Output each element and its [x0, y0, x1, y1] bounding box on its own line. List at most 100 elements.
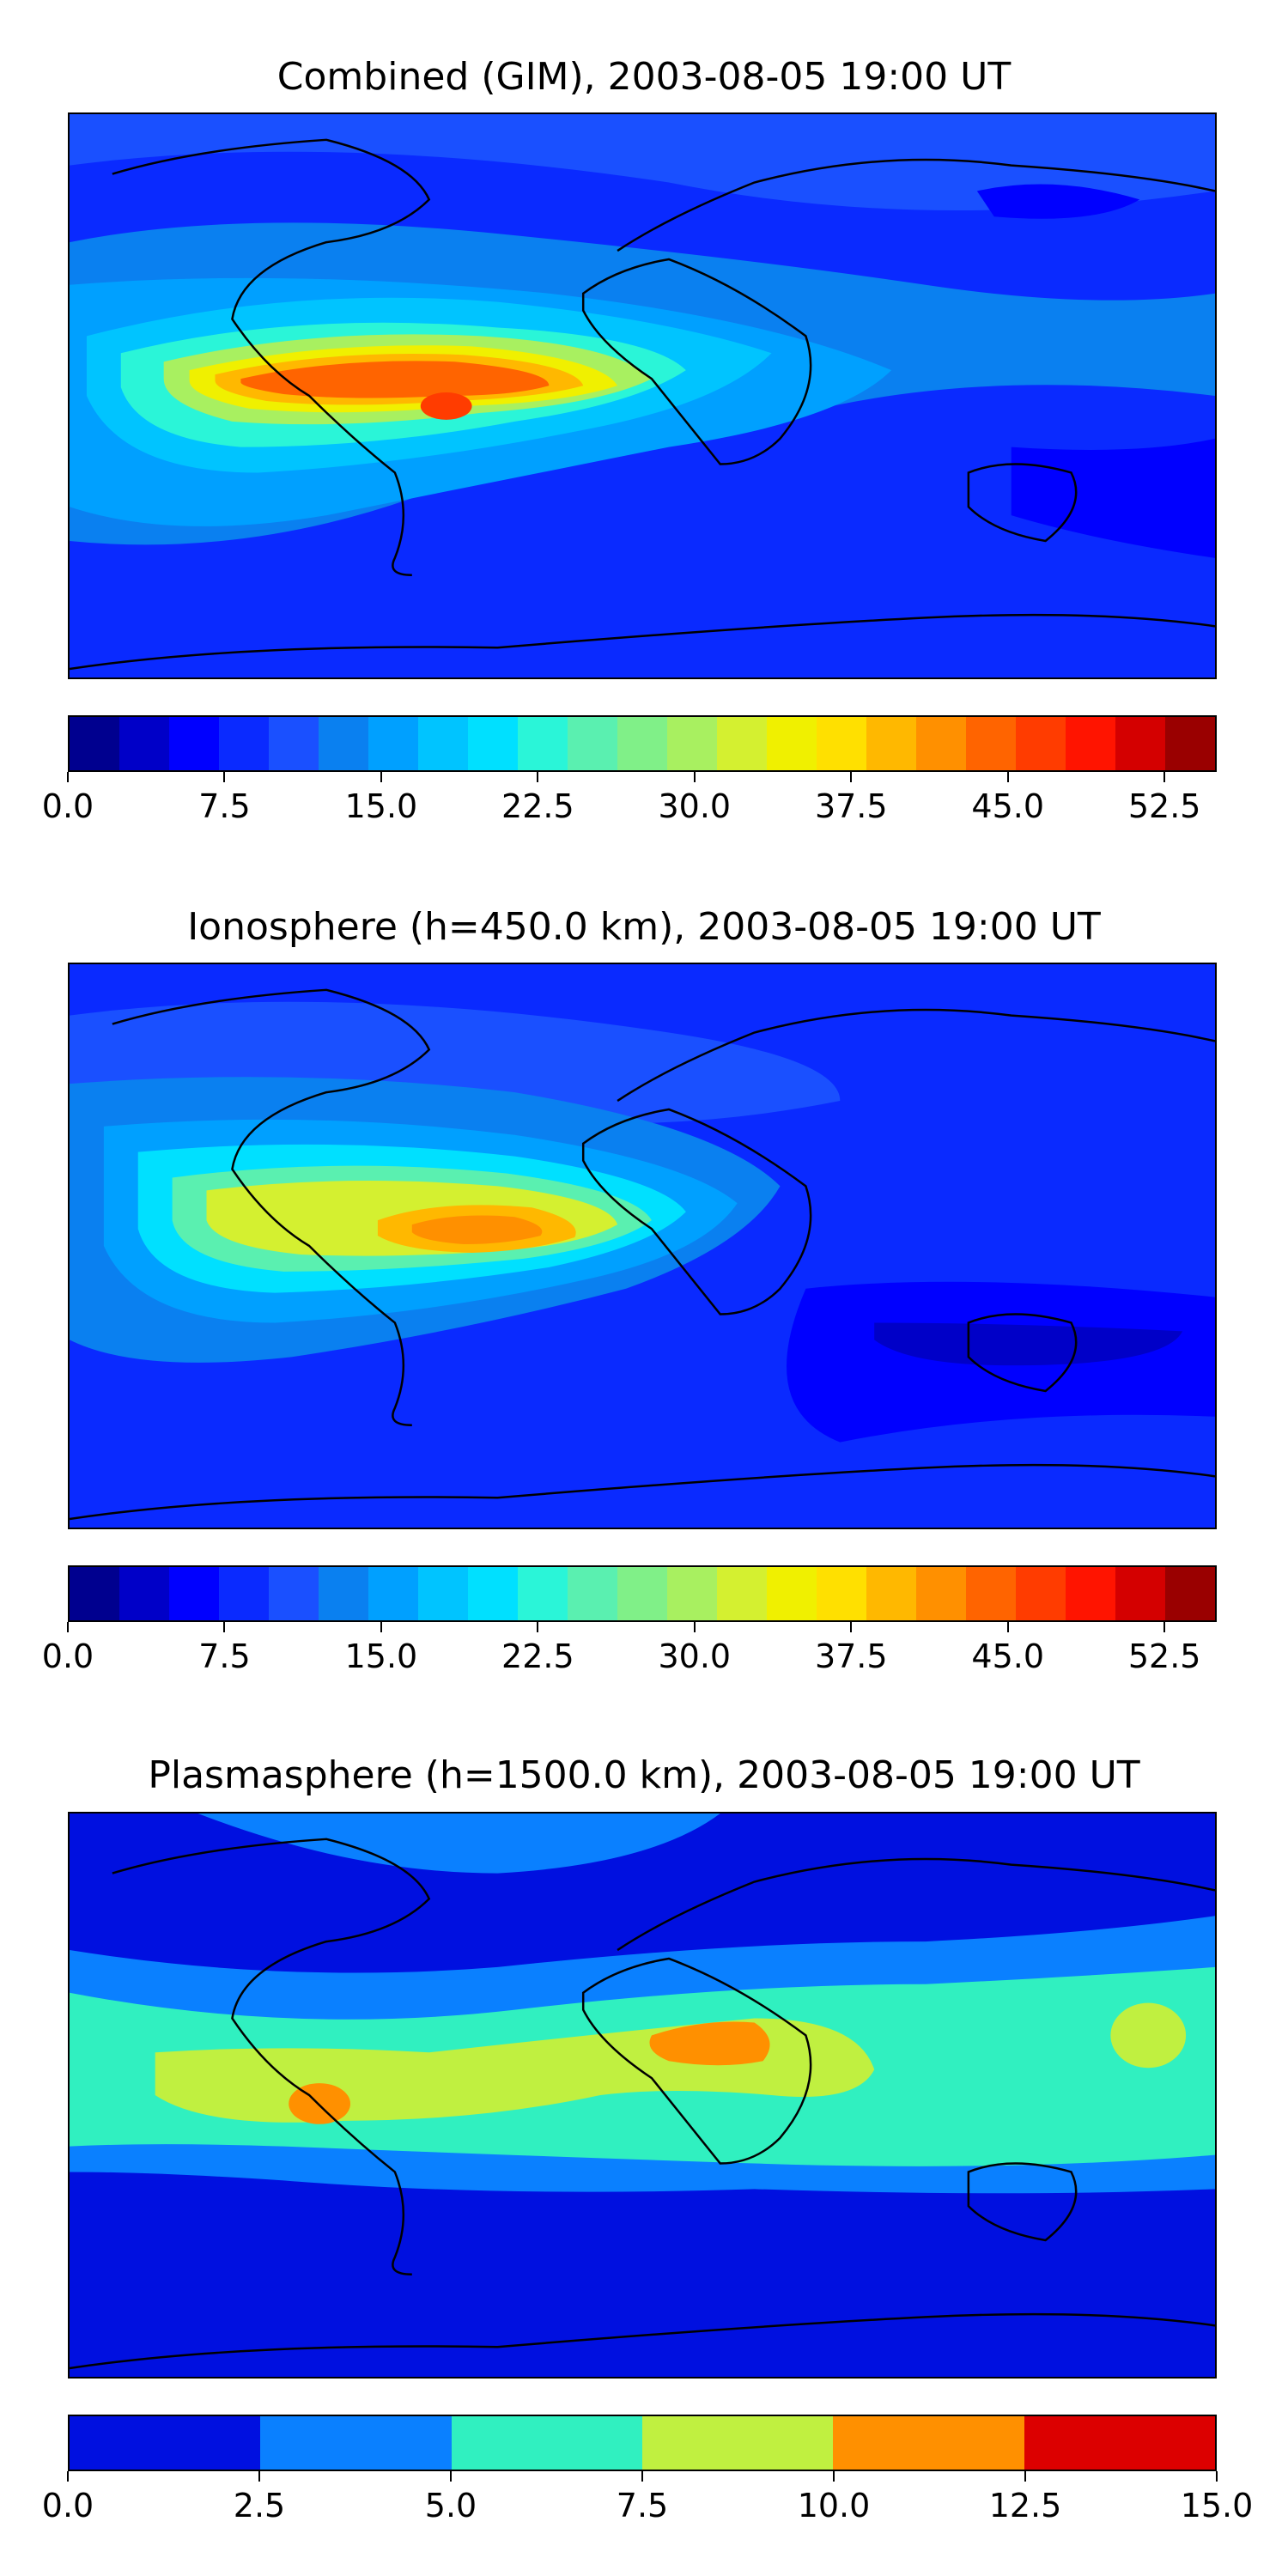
colorbar-tick-label: 10.0 — [797, 2487, 871, 2524]
colorbar-ticks-combined: 0.0 7.5 15.0 22.5 30.0 37.5 45.0 52.5 — [42, 772, 1217, 832]
colorbar-level — [817, 717, 866, 770]
coastline-australia — [967, 1313, 1078, 1393]
colorbar-ticks-plasmasphere: 0.0 2.5 5.0 7.5 10.0 12.5 15.0 — [42, 2471, 1253, 2531]
colorbar-level — [1066, 1567, 1115, 1620]
colorbar-level — [451, 2416, 642, 2470]
tec-contour-map — [70, 114, 1215, 677]
colorbar-level — [767, 1567, 817, 1620]
map-combined — [68, 112, 1217, 679]
colorbar-level — [966, 717, 1016, 770]
colorbar-level — [70, 2416, 261, 2470]
colorbar-level — [916, 1567, 966, 1620]
colorbar-level — [641, 2416, 834, 2470]
colorbar-level — [119, 1567, 169, 1620]
colorbar-level — [219, 1567, 269, 1620]
colorbar-level — [518, 717, 568, 770]
colorbar-level — [418, 1567, 468, 1620]
panel-title-ionosphere: Ionosphere (h=450.0 km), 2003-08-05 19:0… — [187, 905, 1101, 949]
coastline-antarctica — [70, 1463, 1215, 1521]
colorbar-tick-label: 7.5 — [616, 2487, 669, 2524]
colorbar-tick-label: 15.0 — [344, 1637, 418, 1675]
colorbar-tick-label: 45.0 — [971, 787, 1045, 825]
colorbar-tick-label: 15.0 — [1180, 2487, 1254, 2524]
colorbar-level — [269, 717, 319, 770]
colorbar-level — [866, 717, 916, 770]
colorbar-tick-label: 0.0 — [41, 2487, 94, 2524]
colorbar-level — [269, 1567, 319, 1620]
colorbar-level — [717, 717, 767, 770]
colorbar-tick-label: 7.5 — [198, 1637, 251, 1675]
colorbar-plasmasphere — [68, 2415, 1217, 2471]
coastline-africa — [581, 258, 812, 465]
colorbar-level — [916, 717, 966, 770]
colorbar-level — [219, 717, 269, 770]
colorbar-tick-label: 22.5 — [501, 1637, 574, 1675]
coastline-africa — [581, 1957, 812, 2165]
coastline-eurasia — [617, 1857, 1215, 1952]
coastline-americas — [112, 1838, 431, 2275]
colorbar-level — [667, 717, 717, 770]
colorbar-level — [966, 1567, 1016, 1620]
colorbar-level — [468, 1567, 518, 1620]
colorbar-level — [169, 1567, 219, 1620]
colorbar-level — [70, 717, 119, 770]
colorbar-tick-label: 45.0 — [971, 1637, 1045, 1675]
colorbar-level — [468, 717, 518, 770]
colorbar-level — [418, 717, 468, 770]
colorbar-tick-label: 7.5 — [198, 787, 251, 825]
colorbar-level — [817, 1567, 866, 1620]
colorbar-ticks-ionosphere: 0.0 7.5 15.0 22.5 30.0 37.5 45.0 52.5 — [42, 1622, 1217, 1682]
colorbar-tick-label: 30.0 — [658, 787, 732, 825]
coastline-australia — [967, 2162, 1078, 2242]
map-ionosphere — [68, 963, 1217, 1529]
colorbar-tick-label: 22.5 — [501, 787, 574, 825]
colorbar-level — [70, 1567, 119, 1620]
colorbar-level — [119, 717, 169, 770]
colorbar-level — [1024, 2416, 1215, 2470]
colorbar-level — [1016, 1567, 1066, 1620]
colorbar-level — [1016, 717, 1066, 770]
colorbar-level — [1165, 717, 1215, 770]
colorbar-tick-label: 12.5 — [988, 2487, 1062, 2524]
colorbar-level — [518, 1567, 568, 1620]
colorbar-tick-label: 52.5 — [1127, 787, 1201, 825]
colorbar-level — [717, 1567, 767, 1620]
colorbar-level — [866, 1567, 916, 1620]
colorbar-level — [833, 2416, 1024, 2470]
colorbar-level — [319, 717, 368, 770]
panel-title-plasmasphere: Plasmasphere (h=1500.0 km), 2003-08-05 1… — [148, 1753, 1140, 1797]
coastline-australia — [967, 463, 1078, 543]
colorbar-tick-label: 15.0 — [344, 787, 418, 825]
coastline-antarctica — [70, 613, 1215, 671]
colorbar-level — [568, 717, 617, 770]
colorbar-level — [1115, 717, 1165, 770]
colorbar-level — [767, 717, 817, 770]
colorbar-level — [667, 1567, 717, 1620]
coastline-americas — [112, 138, 431, 576]
colorbar-level — [169, 717, 219, 770]
colorbar-level — [1115, 1567, 1165, 1620]
colorbar-level — [1165, 1567, 1215, 1620]
coastline-antarctica — [70, 2312, 1215, 2370]
coastline-eurasia — [617, 1008, 1215, 1103]
colorbar-level — [1066, 717, 1115, 770]
colorbar-level — [568, 1567, 617, 1620]
colorbar-tick-label: 5.0 — [424, 2487, 477, 2524]
colorbar-tick-label: 37.5 — [814, 1637, 888, 1675]
tec-contour-map — [70, 964, 1215, 1528]
colorbar-level — [260, 2416, 452, 2470]
coastline-eurasia — [617, 158, 1215, 252]
colorbar-tick-label: 52.5 — [1127, 1637, 1201, 1675]
colorbar-tick-label: 37.5 — [814, 787, 888, 825]
colorbar-level — [617, 1567, 667, 1620]
colorbar-tick-label: 0.0 — [41, 1637, 94, 1675]
coastline-africa — [581, 1108, 812, 1315]
colorbar-tick-label: 2.5 — [233, 2487, 286, 2524]
tec-contour-map — [70, 1814, 1215, 2377]
colorbar-combined — [68, 715, 1217, 772]
map-plasmasphere — [68, 1812, 1217, 2379]
colorbar-level — [368, 1567, 418, 1620]
panel-title-combined: Combined (GIM), 2003-08-05 19:00 UT — [276, 55, 1012, 99]
colorbar-tick-label: 30.0 — [658, 1637, 732, 1675]
colorbar-level — [319, 1567, 368, 1620]
